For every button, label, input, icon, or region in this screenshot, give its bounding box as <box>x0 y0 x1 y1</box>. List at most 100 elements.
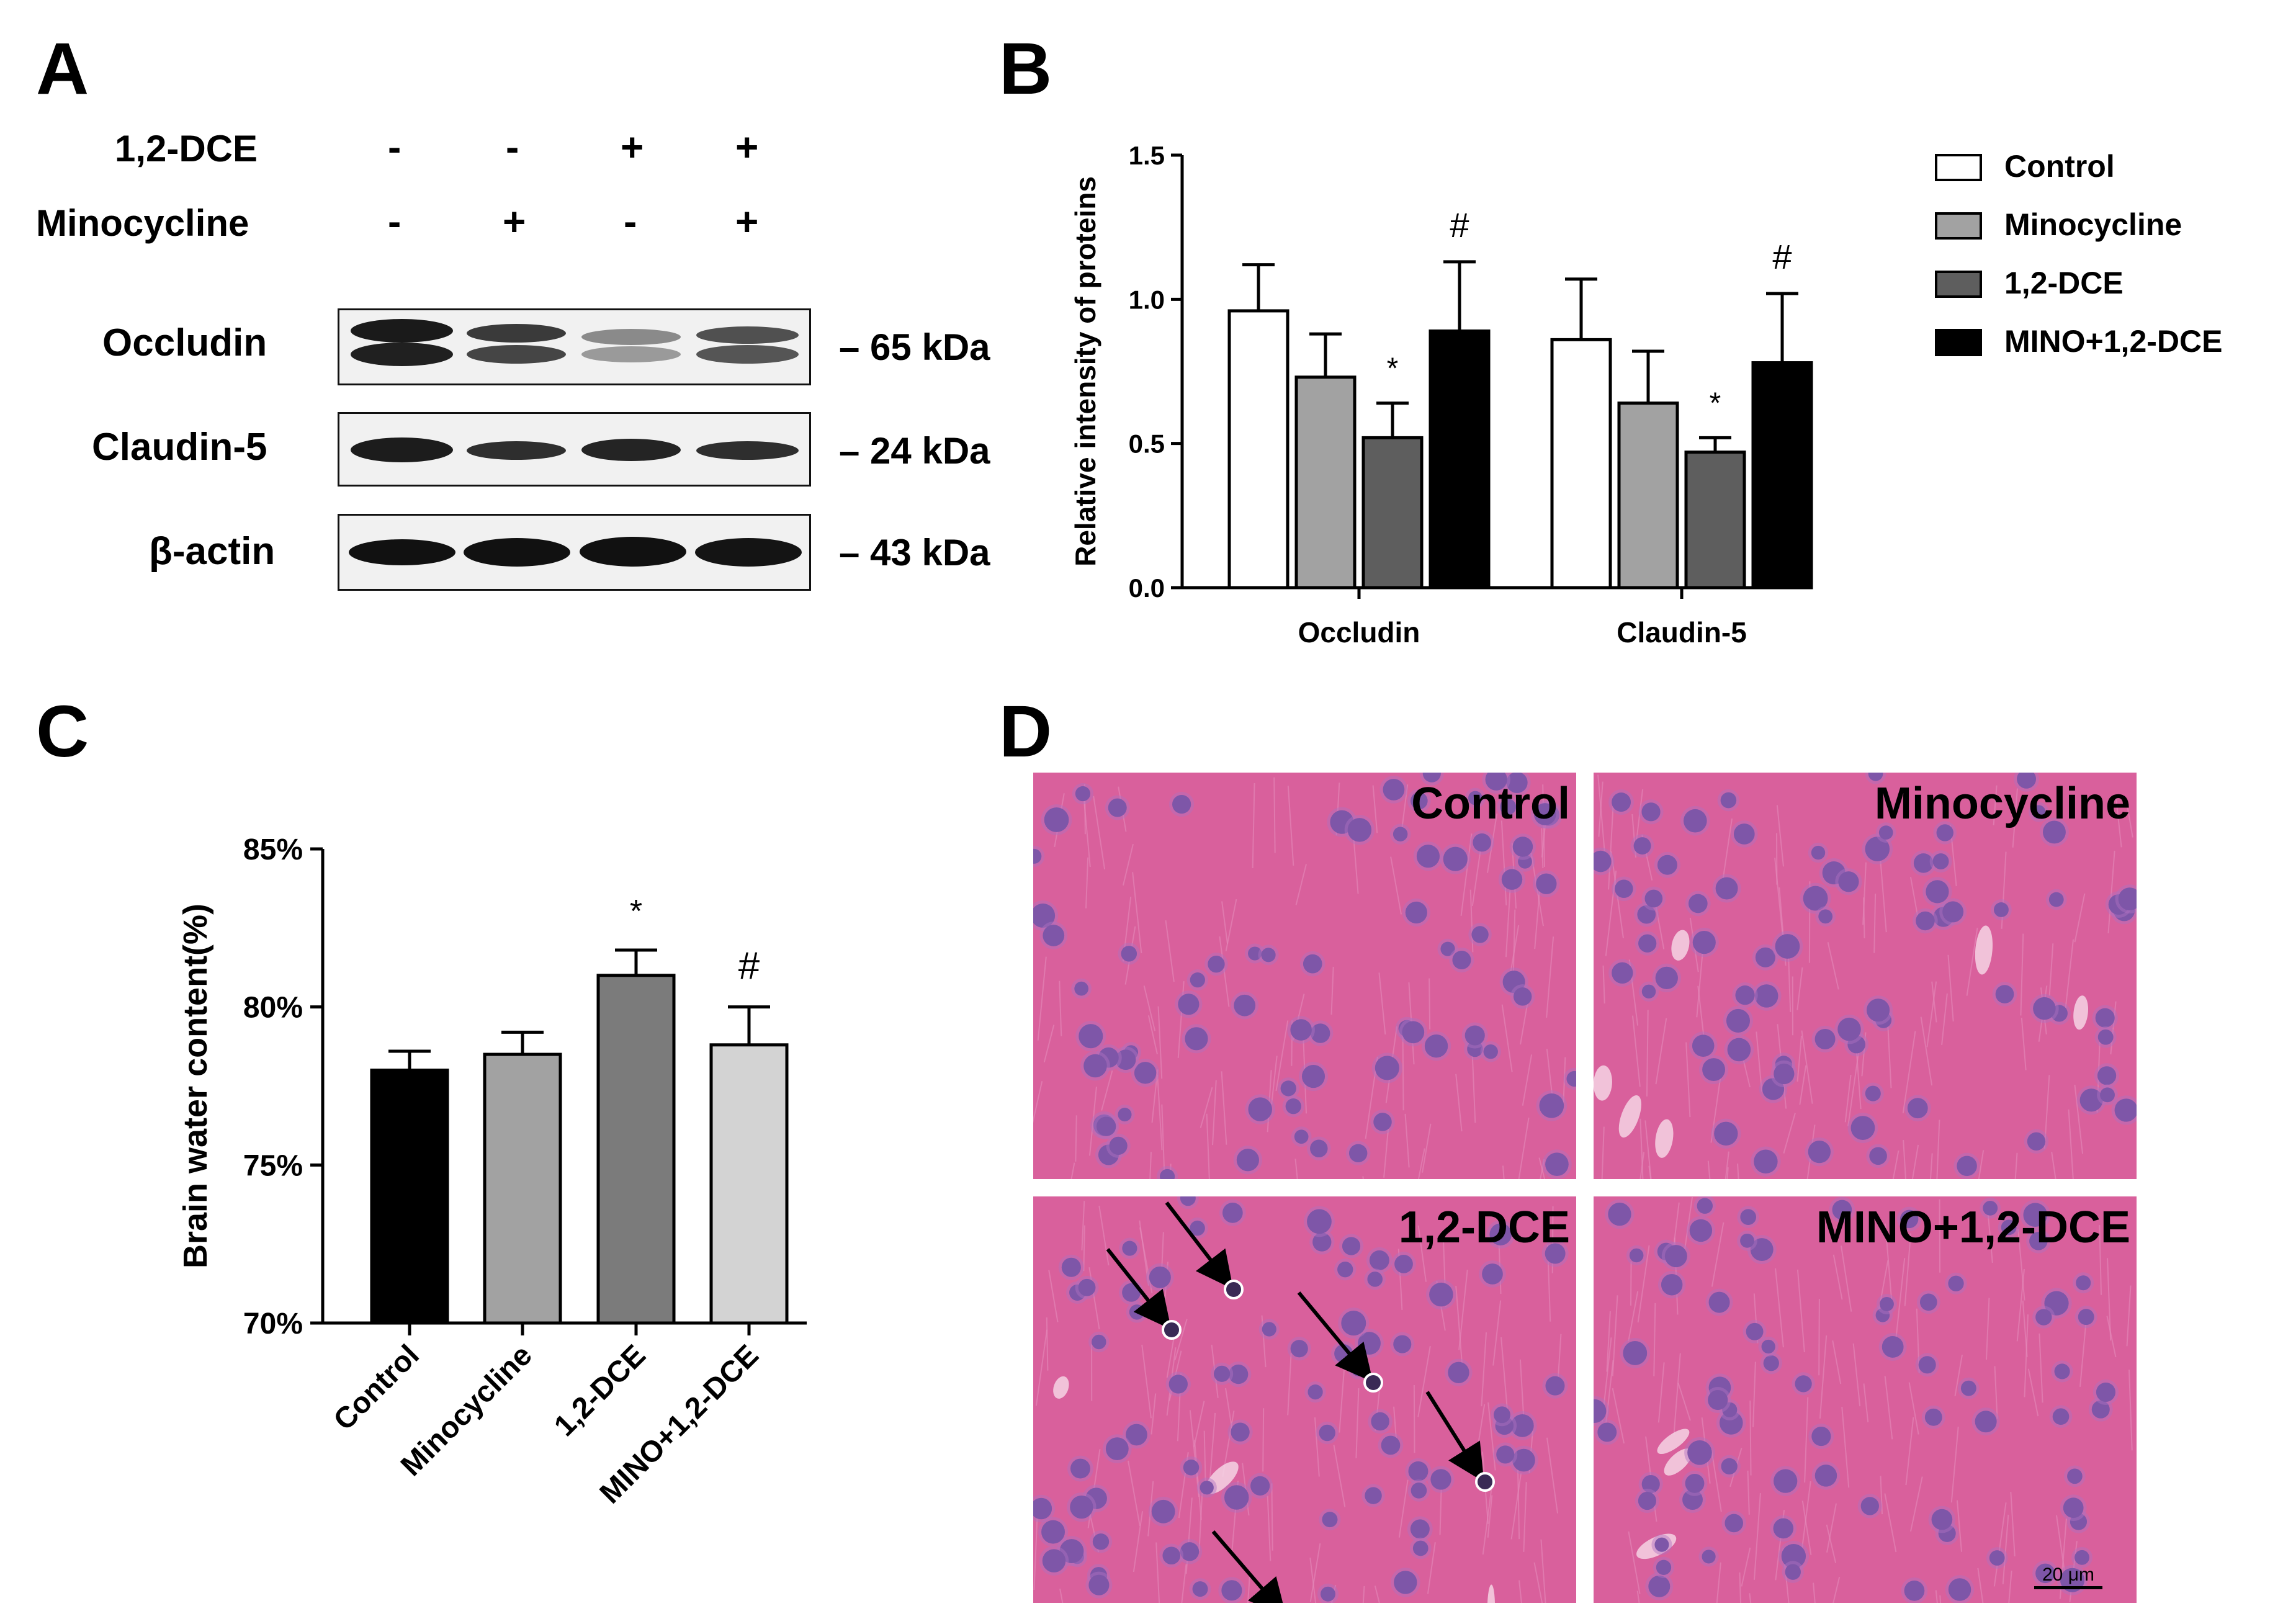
cell-nucleus <box>1424 1034 1448 1058</box>
cell-nucleus <box>1637 905 1656 924</box>
fiber <box>1059 1588 1064 1603</box>
cell-nucleus <box>1960 1380 1976 1396</box>
cell-nucleus <box>1641 1474 1660 1494</box>
cell-nucleus <box>2027 1132 2046 1151</box>
fiber <box>2048 943 2054 996</box>
cell-nucleus <box>1105 1437 1129 1461</box>
cell-nucleus <box>1932 853 1949 869</box>
cell-nucleus <box>2054 1363 2070 1380</box>
fiber <box>1427 1542 1436 1594</box>
fiber <box>1533 1562 1543 1603</box>
vessel-space <box>2073 995 2089 1030</box>
cell-nucleus <box>1074 981 1088 996</box>
fiber <box>1455 1074 1463 1132</box>
cell-nucleus <box>1994 902 2009 917</box>
cell-nucleus <box>1501 869 1523 890</box>
cell-nucleus <box>1092 1533 1110 1550</box>
cell-nucleus <box>2097 1066 2117 1085</box>
cell-nucleus <box>1594 1399 1607 1424</box>
cell-nucleus <box>1322 1512 1338 1528</box>
cell-nucleus <box>1512 1448 1535 1472</box>
cell-nucleus <box>1904 1581 1925 1601</box>
fiber <box>1655 1018 1667 1085</box>
cell-nucleus <box>1785 1564 1801 1580</box>
cell-nucleus <box>1702 1058 1725 1082</box>
fiber <box>1174 1319 1188 1361</box>
cell-nucleus <box>1762 1078 1785 1100</box>
fiber <box>1271 1056 1278 1105</box>
cell-nucleus <box>2035 1563 2055 1584</box>
cell-nucleus <box>1735 985 1755 1005</box>
fiber <box>1221 1071 1227 1145</box>
shrunken-cell <box>1162 1320 1182 1340</box>
cell-nucleus <box>2074 1550 2089 1565</box>
fiber <box>2010 1492 2016 1556</box>
fiber <box>1993 1502 2007 1587</box>
significance-mark: # <box>1450 205 1469 244</box>
cell-nucleus <box>1726 1008 1751 1033</box>
shrunken-cell <box>1363 1373 1383 1393</box>
cell-nucleus <box>1615 879 1633 899</box>
y-axis-label: Relative intensity of proteins <box>1069 176 1101 567</box>
sign-mino-lane1: - <box>388 199 401 244</box>
cell-nucleus <box>1200 1481 1214 1495</box>
cell-nucleus <box>1683 809 1707 833</box>
tissue-background <box>1594 773 2137 1179</box>
cell-nucleus <box>2100 1087 2115 1103</box>
fiber <box>1910 1476 1923 1532</box>
cell-nucleus <box>1868 773 1883 781</box>
fiber <box>1653 1303 1656 1376</box>
mw-actin: – 43 kDa <box>839 532 990 573</box>
cell-nucleus <box>1648 1575 1671 1597</box>
fiber <box>1801 1030 1813 1104</box>
panel-b: B <box>993 0 2283 683</box>
fiber <box>1950 1426 1959 1503</box>
fiber <box>1741 1547 1751 1587</box>
legend-label: Minocycline <box>2004 207 2182 242</box>
cell-nucleus <box>1149 1266 1171 1288</box>
fiber <box>1362 1586 1365 1603</box>
cell-nucleus <box>1494 1406 1510 1424</box>
panel-a-western-blot: A 1,2-DCE Minocycline - - + + - + - + Oc… <box>0 0 1055 621</box>
cell-nucleus <box>1061 1257 1081 1277</box>
fiber <box>1088 1087 1097 1156</box>
cell-nucleus <box>1489 1223 1512 1245</box>
cell-nucleus <box>1471 926 1489 943</box>
fiber <box>1059 980 1062 1036</box>
cell-nucleus <box>1878 825 1893 840</box>
fiber <box>1512 909 1516 976</box>
fiber <box>1417 1148 1425 1179</box>
cell-nucleus <box>1405 901 1427 924</box>
fiber <box>1378 972 1386 1035</box>
fiber <box>1085 857 1089 908</box>
cell-nucleus <box>1411 1483 1427 1499</box>
fiber <box>2027 1368 2039 1417</box>
fiber <box>1151 1069 1159 1123</box>
cell-nucleus <box>2078 1309 2094 1326</box>
cell-nucleus <box>1727 1038 1751 1062</box>
bar <box>709 1043 789 1325</box>
fiber <box>1523 1482 1527 1552</box>
fiber <box>1287 1353 1292 1415</box>
cell-nucleus <box>1190 972 1205 988</box>
cell-nucleus <box>1687 1440 1712 1465</box>
fiber <box>1639 1118 1644 1179</box>
fiber <box>1219 936 1230 1007</box>
fiber <box>1628 1531 1641 1594</box>
cell-nucleus <box>1850 1116 1875 1140</box>
fiber <box>1628 1291 1639 1342</box>
cell-nucleus <box>1924 1408 1942 1426</box>
fiber <box>1707 1160 1711 1179</box>
fiber <box>1417 1225 1427 1282</box>
fiber <box>1541 828 1544 869</box>
y-tick-label: 0.0 <box>1129 573 1165 603</box>
cell-nucleus <box>1865 837 1890 861</box>
cell-nucleus <box>1721 1458 1738 1475</box>
fiber <box>1941 993 1948 1045</box>
fiber <box>1132 872 1142 954</box>
cell-nucleus <box>2095 1008 2115 1028</box>
cell-nucleus <box>1307 1209 1332 1234</box>
y-tick-label: 1.5 <box>1129 141 1165 170</box>
fiber <box>1198 1485 1203 1551</box>
cell-nucleus <box>1042 1549 1066 1572</box>
